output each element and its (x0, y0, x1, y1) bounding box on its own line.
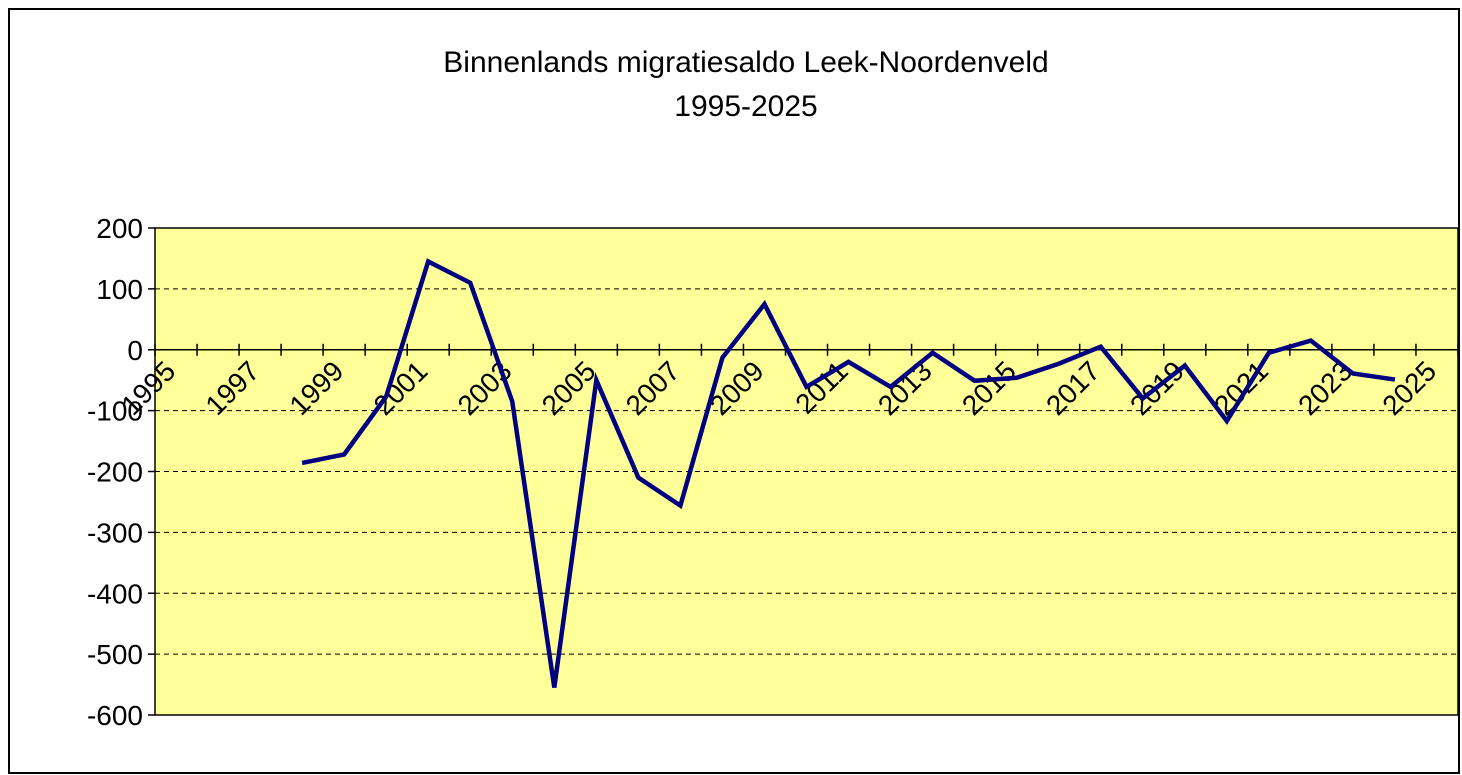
y-tick-label: -100 (87, 396, 143, 427)
y-tick-label: -300 (87, 517, 143, 548)
chart-subtitle: 1995-2025 (674, 90, 817, 123)
y-tick-label: -600 (87, 700, 143, 731)
y-tick-label: 200 (96, 213, 143, 244)
y-tick-label: -200 (87, 457, 143, 488)
data-line (301, 258, 1396, 688)
chart-title: Binnenlands migratiesaldo Leek-Noordenve… (443, 46, 1048, 79)
y-tick-label: -400 (87, 578, 143, 609)
y-tick-label: -500 (87, 639, 143, 670)
y-tick-label: 100 (96, 274, 143, 305)
y-tick-label: 0 (127, 335, 143, 366)
